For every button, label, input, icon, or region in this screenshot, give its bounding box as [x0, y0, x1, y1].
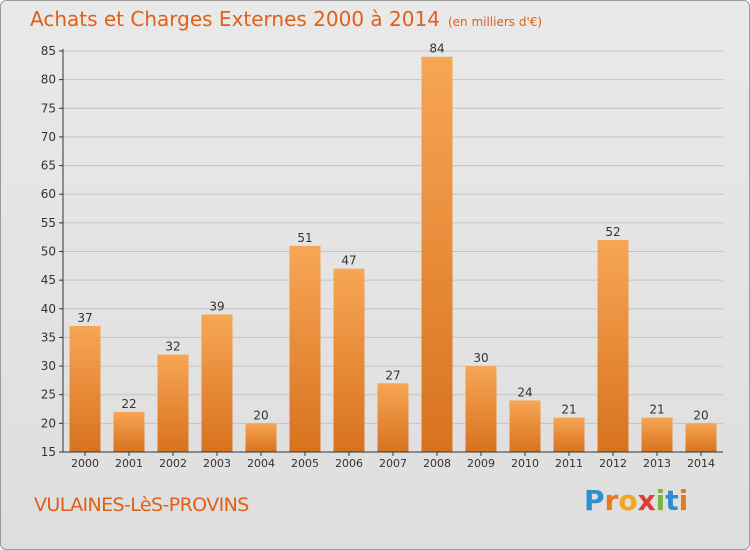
- logo-letter: o: [618, 484, 638, 517]
- x-tick-label: 2003: [203, 457, 231, 470]
- x-tick-label: 2013: [643, 457, 671, 470]
- logo-letter: x: [637, 484, 656, 517]
- data-labels: 37 22 32 39 20 51 47 27 84 30 24 21 52 21 20: [77, 42, 708, 423]
- data-label: 39: [209, 300, 224, 314]
- logo-letter: t: [665, 484, 679, 517]
- logo-letter: i: [678, 484, 689, 517]
- y-tick-label: 60: [41, 187, 56, 201]
- data-label: 21: [561, 403, 576, 417]
- chart-unit: (en milliers d'€): [447, 15, 543, 29]
- data-label: 47: [341, 254, 356, 268]
- bar-2007: [377, 383, 409, 452]
- data-label: 20: [693, 408, 708, 422]
- logo-letter: P: [584, 484, 605, 517]
- bar-2014: [685, 423, 717, 452]
- bar-2010: [509, 400, 541, 452]
- bar-2009: [465, 366, 497, 452]
- x-tick-label: 2008: [423, 457, 451, 470]
- logo-letter: r: [604, 484, 619, 517]
- bar-2006: [333, 268, 365, 452]
- y-tick-label: 70: [41, 130, 56, 144]
- data-label: 27: [385, 368, 400, 382]
- data-label: 24: [517, 385, 532, 399]
- y-tick-label: 40: [41, 302, 56, 316]
- x-tick-label: 2004: [247, 457, 275, 470]
- x-tick-label: 2012: [599, 457, 627, 470]
- bar-2005: [289, 245, 321, 452]
- x-tick-label: 2006: [335, 457, 363, 470]
- chart-title-text: Achats et Charges Externes 2000 à 2014: [30, 7, 440, 31]
- y-tick-label: 35: [41, 330, 56, 344]
- y-tick-label: 45: [41, 273, 56, 287]
- axes: 15 20 25 30 35 40 45 50 55 60 65 70 75 80 85 2000 2001 20…: [41, 44, 723, 470]
- y-tick-label: 30: [41, 359, 56, 373]
- bar-2012: [597, 240, 629, 452]
- y-tick-label: 80: [41, 73, 56, 87]
- y-tick-label: 55: [41, 216, 56, 230]
- commune-name: VULAINES-LèS-PROVINS: [34, 494, 249, 516]
- data-label: 84: [429, 42, 444, 56]
- bar-2002: [157, 354, 189, 452]
- bar-2004: [245, 423, 277, 452]
- bar-2001: [113, 411, 145, 452]
- logo-letter: i: [655, 484, 666, 517]
- y-tick-label: 20: [41, 416, 56, 430]
- bars: [69, 56, 717, 452]
- y-tick-label: 50: [41, 245, 56, 259]
- data-label: 52: [605, 225, 620, 239]
- bar-2003: [201, 314, 233, 452]
- y-tick-label: 85: [41, 44, 56, 58]
- chart-title: Achats et Charges Externes 2000 à 2014 (e…: [30, 7, 542, 31]
- bar-2008: [421, 56, 453, 452]
- y-tick-label: 15: [41, 445, 56, 459]
- y-tick-label: 25: [41, 388, 56, 402]
- data-label: 30: [473, 351, 488, 365]
- y-tick-label: 65: [41, 159, 56, 173]
- data-label: 21: [649, 403, 664, 417]
- x-tick-label: 2011: [555, 457, 583, 470]
- x-tick-label: 2005: [291, 457, 319, 470]
- x-tick-label: 2009: [467, 457, 495, 470]
- x-tick-label: 2000: [71, 457, 99, 470]
- x-tick-label: 2014: [687, 457, 715, 470]
- y-tick-label: 75: [41, 101, 56, 115]
- data-label: 51: [297, 231, 312, 245]
- proxiti-logo: Proxiti: [584, 484, 688, 517]
- x-tick-label: 2002: [159, 457, 187, 470]
- data-label: 20: [253, 408, 268, 422]
- x-tick-label: 2007: [379, 457, 407, 470]
- data-label: 22: [121, 397, 136, 411]
- x-tick-label: 2001: [115, 457, 143, 470]
- bar-2013: [641, 417, 673, 452]
- bar-2011: [553, 417, 585, 452]
- x-tick-label: 2010: [511, 457, 539, 470]
- data-label: 37: [77, 311, 92, 325]
- data-label: 32: [165, 340, 180, 354]
- bar-2000: [69, 325, 101, 452]
